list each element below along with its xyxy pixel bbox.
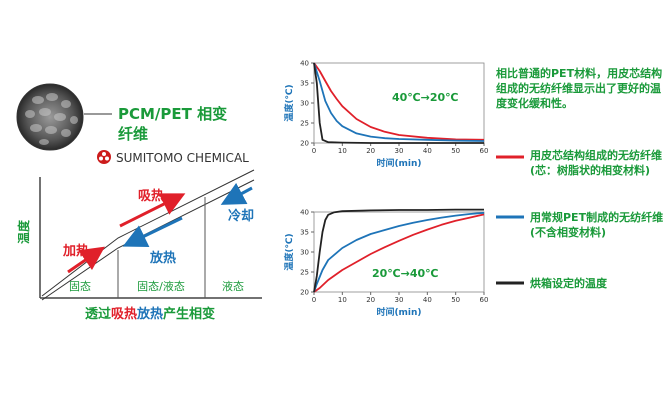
legend-text-red: 用皮芯结构组成的无纺纤维(芯：树脂状的相变材料)	[530, 149, 662, 177]
intro-note: 相比普通的PET材料，用皮芯结构组成的无纺纤维显示出了更好的温度变化缓和性。	[496, 67, 663, 110]
series-line-2	[313, 208, 484, 293]
release-label: 放热	[149, 250, 176, 266]
x-tick-label: 40	[423, 296, 432, 304]
x-tick-label: 30	[395, 147, 404, 155]
y-axis-label: 温度(℃)	[283, 84, 295, 121]
phase-curve-lower	[41, 179, 255, 301]
heat-label: 加热	[62, 243, 89, 259]
x-tick-label: 40	[423, 147, 432, 155]
x-tick-label: 20	[366, 147, 375, 155]
x-axis-label: 时间(min)	[376, 306, 421, 318]
sumitomo-logo-icon	[97, 150, 111, 164]
release-arrow	[122, 216, 183, 248]
pcm-particle-image	[16, 83, 84, 151]
series-line-0	[313, 213, 485, 293]
x-tick-label: 60	[480, 147, 489, 155]
y-tick-label: 30	[300, 100, 309, 108]
absorb-arrow	[119, 193, 186, 228]
y-tick-label: 35	[300, 80, 309, 88]
heat-arrow	[67, 246, 105, 274]
caption-release: 放热	[136, 306, 163, 322]
heating-chart: 0 10 20 30 40 50 602025303540时间(min)温度(℃)20℃→4…	[283, 209, 488, 319]
y-axis-label: 温度(℃)	[283, 233, 295, 270]
plot-frame	[313, 62, 485, 144]
x-tick-label: 0	[312, 296, 316, 304]
x-tick-label: 60	[480, 296, 489, 304]
y-tick-label: 20	[300, 289, 309, 297]
x-tick-label: 50	[451, 296, 460, 304]
phase-label-solid: 固态	[69, 280, 91, 293]
cool-label: 冷却	[228, 208, 254, 224]
x-axis-label: 时间(min)	[376, 157, 421, 169]
plot-frame	[313, 211, 485, 293]
x-tick-label: 20	[366, 296, 375, 304]
product-title-line2: 纤维	[118, 125, 148, 143]
phase-label-liquid: 液态	[222, 279, 244, 293]
diagram-ylabel: 温度	[16, 219, 31, 244]
series-line-1	[313, 211, 485, 293]
x-tick-label: 10	[338, 147, 347, 155]
y-tick-label: 30	[300, 249, 309, 257]
y-tick-label: 20	[300, 140, 309, 148]
caption-pre: 透过	[85, 306, 111, 322]
brand-name: SUMITOMO CHEMICAL	[116, 151, 249, 165]
x-tick-label: 0	[312, 147, 316, 155]
chart-annotation: 20℃→40℃	[372, 267, 438, 280]
x-tick-label: 30	[395, 296, 404, 304]
chart-annotation: 40℃→20℃	[392, 91, 458, 104]
cool-arrow	[220, 182, 253, 205]
phase-diagram: 温度 加热 吸热 放热 冷却 固态 固态/液态 液态 透过吸热放热产生相变	[16, 169, 262, 322]
legend-text-black: 烘箱设定的温度	[530, 277, 607, 290]
y-tick-label: 25	[300, 269, 309, 277]
series-line-2	[313, 62, 484, 144]
product-title-line1: PCM/PET 相变	[118, 105, 227, 123]
caption-absorb: 吸热	[111, 306, 137, 322]
y-tick-label: 40	[300, 60, 309, 68]
y-tick-label: 35	[300, 229, 309, 237]
series-line-0	[313, 62, 485, 141]
phase-label-mixed: 固态/液态	[137, 279, 185, 293]
y-tick-label: 25	[300, 120, 309, 128]
x-tick-label: 10	[338, 296, 347, 304]
caption-post: 产生相变	[163, 306, 215, 322]
x-tick-label: 50	[451, 147, 460, 155]
legend-text-blue: 用常规PET制成的无纺纤维(不含相变材料)	[530, 211, 664, 239]
phase-curve-upper	[41, 169, 255, 297]
series-line-1	[313, 62, 485, 142]
y-tick-label: 40	[300, 209, 309, 217]
absorb-label: 吸热	[138, 188, 164, 204]
diagram-caption: 透过吸热放热产生相变	[85, 306, 215, 322]
